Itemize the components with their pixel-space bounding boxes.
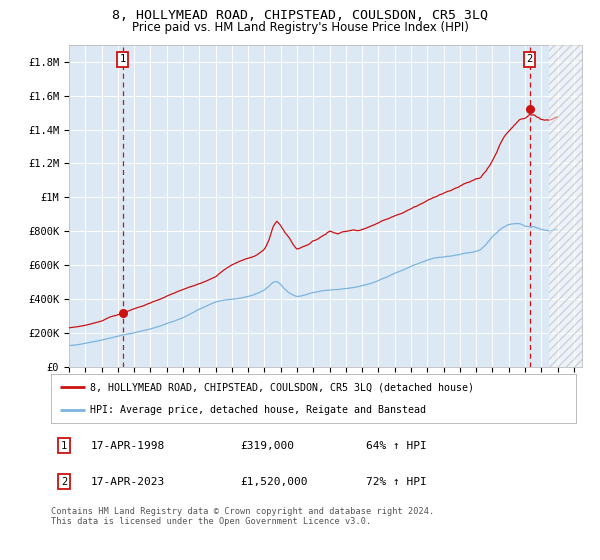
Text: Contains HM Land Registry data © Crown copyright and database right 2024.
This d: Contains HM Land Registry data © Crown c… bbox=[51, 507, 434, 526]
Text: 8, HOLLYMEAD ROAD, CHIPSTEAD, COULSDON, CR5 3LQ: 8, HOLLYMEAD ROAD, CHIPSTEAD, COULSDON, … bbox=[112, 9, 488, 22]
Bar bbox=[550, 45, 582, 367]
Text: 1: 1 bbox=[61, 441, 67, 451]
Text: £319,000: £319,000 bbox=[240, 441, 294, 451]
Text: 1: 1 bbox=[119, 54, 126, 64]
Text: 64% ↑ HPI: 64% ↑ HPI bbox=[366, 441, 427, 451]
Text: 72% ↑ HPI: 72% ↑ HPI bbox=[366, 477, 427, 487]
Text: Price paid vs. HM Land Registry's House Price Index (HPI): Price paid vs. HM Land Registry's House … bbox=[131, 21, 469, 34]
Text: 8, HOLLYMEAD ROAD, CHIPSTEAD, COULSDON, CR5 3LQ (detached house): 8, HOLLYMEAD ROAD, CHIPSTEAD, COULSDON, … bbox=[91, 382, 475, 393]
Text: 2: 2 bbox=[527, 54, 533, 64]
Text: £1,520,000: £1,520,000 bbox=[240, 477, 308, 487]
Text: 17-APR-1998: 17-APR-1998 bbox=[91, 441, 164, 451]
Text: 2: 2 bbox=[61, 477, 67, 487]
Text: 17-APR-2023: 17-APR-2023 bbox=[91, 477, 164, 487]
Text: HPI: Average price, detached house, Reigate and Banstead: HPI: Average price, detached house, Reig… bbox=[91, 405, 427, 416]
